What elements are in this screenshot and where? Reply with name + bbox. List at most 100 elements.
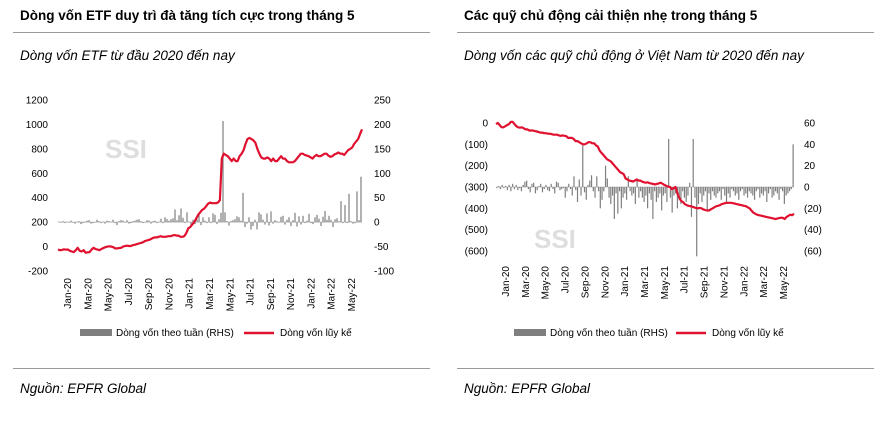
bar <box>743 187 745 196</box>
y-left-tick-label: (200) <box>465 161 488 172</box>
x-tick-label: May-22 <box>779 266 790 300</box>
bar <box>734 187 736 196</box>
bar <box>580 187 582 196</box>
bar <box>604 165 607 187</box>
bar <box>82 222 84 224</box>
bar <box>278 222 280 223</box>
bar <box>501 184 503 187</box>
bar <box>126 220 128 223</box>
bar <box>643 187 645 202</box>
x-tick-label: Mar-20 <box>521 266 532 298</box>
bar <box>250 222 252 230</box>
bar <box>590 175 593 187</box>
panel-heading: Các quỹ chủ động cải thiện nhẹ trong thá… <box>464 8 758 23</box>
bar <box>682 187 684 192</box>
bar <box>564 187 566 198</box>
bar <box>170 219 172 223</box>
bar <box>180 208 182 223</box>
bar <box>350 221 352 223</box>
bar <box>206 222 208 224</box>
bar <box>739 187 742 192</box>
bar <box>673 187 675 196</box>
bar <box>254 219 256 223</box>
y-left-tick-label: (400) <box>465 204 488 215</box>
bar <box>280 216 282 223</box>
chart-subtitle: Dòng vốn các quỹ chủ động ở Việt Nam từ … <box>464 48 804 63</box>
bar <box>759 187 761 198</box>
bar <box>773 187 775 196</box>
bar <box>144 222 146 223</box>
bar <box>610 187 612 205</box>
bar <box>536 187 538 191</box>
bar <box>753 187 756 200</box>
bar <box>94 222 96 223</box>
bar <box>506 187 508 191</box>
y-left-tick-label: 200 <box>31 218 48 229</box>
bar <box>557 182 559 187</box>
bar <box>776 187 778 194</box>
y-right-tick-label: 40 <box>804 140 816 151</box>
bar <box>636 178 638 187</box>
y-right-tick-label: 150 <box>374 144 391 155</box>
y-left-tick-label: (600) <box>465 247 488 258</box>
bar <box>789 187 791 192</box>
bar <box>520 187 523 192</box>
bar <box>741 187 743 190</box>
bar <box>346 222 348 224</box>
bar <box>132 221 134 223</box>
bar <box>631 187 633 196</box>
bar <box>92 222 94 224</box>
bar <box>84 221 86 223</box>
bar <box>666 187 668 202</box>
x-tick-label: Sep-20 <box>144 278 155 311</box>
bar <box>248 217 250 223</box>
bar <box>326 219 328 223</box>
bar <box>210 222 212 224</box>
bar <box>592 187 594 192</box>
bar <box>655 187 657 202</box>
divider <box>457 32 874 33</box>
bar <box>256 222 258 230</box>
y-left-tick-label: 0 <box>482 119 488 130</box>
bar <box>190 222 192 226</box>
x-tick-label: Nov-20 <box>600 266 611 299</box>
bar <box>274 220 276 223</box>
bar <box>342 222 344 224</box>
chart-etf-flows: SSI120010008006004002000-200250200150100… <box>26 96 395 340</box>
bar <box>594 187 596 198</box>
x-tick-label: May-21 <box>225 278 236 312</box>
bar <box>696 187 698 257</box>
bar <box>116 222 118 226</box>
bar <box>508 184 510 187</box>
bar <box>755 187 757 192</box>
bar <box>715 187 717 198</box>
bar <box>120 220 122 223</box>
bar <box>599 187 601 209</box>
bar <box>573 176 575 187</box>
bar <box>172 218 174 223</box>
bar <box>124 222 126 223</box>
x-tick-label: May-22 <box>347 278 358 312</box>
y-right-tick-label: (40) <box>804 225 822 236</box>
bar <box>606 178 608 187</box>
bar <box>344 205 346 223</box>
bar <box>102 221 104 223</box>
bar <box>60 222 62 223</box>
bar <box>164 217 166 223</box>
y-right-tick-label: 0 <box>374 218 380 229</box>
bar <box>330 219 332 223</box>
bar <box>738 187 740 200</box>
legend-line-label: Dòng vốn lũy kế <box>712 327 784 339</box>
bar <box>676 187 679 209</box>
bar <box>224 212 226 223</box>
bar <box>611 187 614 196</box>
bar <box>174 209 176 223</box>
bar <box>62 221 64 223</box>
bar <box>90 222 92 224</box>
bar <box>58 221 60 223</box>
bar <box>555 181 558 187</box>
y-right-tick-label: 0 <box>804 183 810 194</box>
bar <box>648 187 650 194</box>
bar <box>496 187 498 189</box>
bar <box>783 187 785 205</box>
